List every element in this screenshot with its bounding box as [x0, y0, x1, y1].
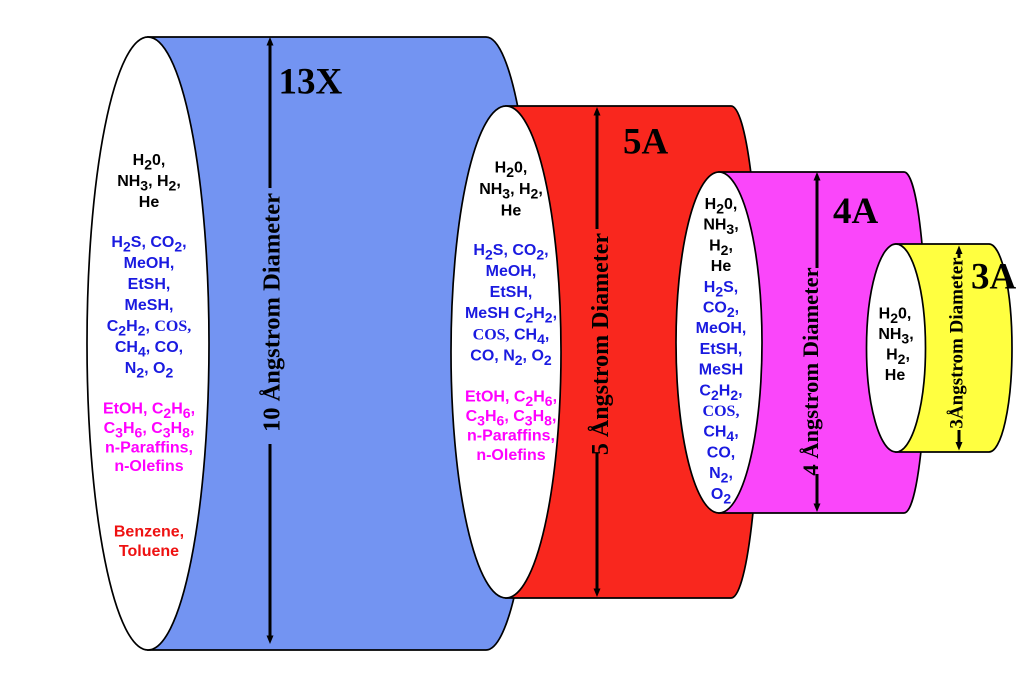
- svg-text:He: He: [711, 258, 732, 275]
- svg-text:Benzene,: Benzene,: [114, 524, 184, 541]
- svg-text:H2,: H2,: [709, 237, 733, 258]
- svg-text:3A: 3A: [971, 257, 1017, 298]
- svg-text:H20,: H20,: [705, 196, 738, 217]
- svg-text:He: He: [139, 194, 160, 211]
- svg-text:O2: O2: [711, 486, 731, 507]
- svg-text:MeSH: MeSH: [699, 362, 743, 379]
- svg-text:C3H6, C3H8,: C3H6, C3H8,: [104, 420, 195, 441]
- svg-text:CH4,: CH4,: [703, 424, 738, 445]
- svg-text:NH3,: NH3,: [878, 326, 913, 347]
- svg-text:NH3,: NH3,: [703, 217, 738, 238]
- svg-text:H2S, CO2,: H2S, CO2,: [473, 242, 548, 263]
- svg-text:10 Ångstrom Diameter: 10 Ångstrom Diameter: [258, 193, 286, 432]
- svg-text:H20,: H20,: [879, 306, 912, 327]
- svg-text:He: He: [885, 367, 906, 384]
- svg-text:NH3, H2,: NH3, H2,: [479, 181, 543, 202]
- svg-text:13X: 13X: [279, 62, 343, 103]
- svg-text:CO, N2, O2: CO, N2, O2: [470, 348, 552, 369]
- svg-text:NH3, H2,: NH3, H2,: [117, 173, 181, 194]
- svg-text:N2, O2: N2, O2: [125, 360, 174, 381]
- svg-text:N2,: N2,: [709, 465, 733, 486]
- svg-text:MeOH,: MeOH,: [486, 263, 537, 280]
- svg-text:H2S,: H2S,: [704, 279, 738, 300]
- svg-text:3Ångstrom Diameter: 3Ångstrom Diameter: [947, 257, 968, 429]
- svg-text:EtSH,: EtSH,: [128, 276, 171, 293]
- svg-text:EtOH, C2H6,: EtOH, C2H6,: [465, 389, 557, 410]
- svg-text:n-Olefins: n-Olefins: [114, 458, 183, 475]
- svg-text:CO,: CO,: [707, 444, 735, 461]
- svg-text:4 Ångstrom Diameter: 4 Ångstrom Diameter: [798, 267, 823, 475]
- svg-text:5 Ångstrom Diameter: 5 Ångstrom Diameter: [588, 233, 614, 456]
- svg-text:5A: 5A: [623, 122, 669, 163]
- svg-text:EtOH, C2H6,: EtOH, C2H6,: [103, 401, 195, 422]
- svg-text:MeSH C2H2,: MeSH C2H2,: [465, 305, 557, 326]
- svg-text:C2H2,: C2H2,: [699, 382, 742, 403]
- svg-text:n-Olefins: n-Olefins: [476, 447, 545, 464]
- svg-text:n-Paraffins,: n-Paraffins,: [105, 440, 193, 457]
- svg-text:EtSH,: EtSH,: [490, 284, 533, 301]
- svg-text:CH4, CO,: CH4, CO,: [115, 339, 183, 360]
- svg-text:H20,: H20,: [495, 160, 528, 181]
- svg-text:H2,: H2,: [886, 347, 910, 368]
- svg-text:4A: 4A: [833, 191, 879, 232]
- svg-text:CO2,: CO2,: [703, 300, 739, 321]
- svg-text:MeOH,: MeOH,: [124, 255, 175, 272]
- svg-text:COS,: COS,: [703, 403, 740, 420]
- svg-text:H2S, CO2,: H2S, CO2,: [111, 234, 186, 255]
- svg-text:COS, CH4,: COS, CH4,: [473, 327, 550, 348]
- svg-text:MeOH,: MeOH,: [696, 320, 747, 337]
- svg-text:H20,: H20,: [133, 152, 166, 173]
- svg-text:MeSH,: MeSH,: [125, 297, 174, 314]
- svg-text:C3H6, C3H8,: C3H6, C3H8,: [466, 408, 557, 429]
- svg-text:EtSH,: EtSH,: [700, 341, 743, 358]
- svg-text:C2H2, COS,: C2H2, COS,: [107, 318, 192, 339]
- svg-text:n-Paraffins,: n-Paraffins,: [467, 428, 555, 445]
- svg-text:He: He: [501, 203, 522, 220]
- svg-text:Toluene: Toluene: [119, 543, 179, 560]
